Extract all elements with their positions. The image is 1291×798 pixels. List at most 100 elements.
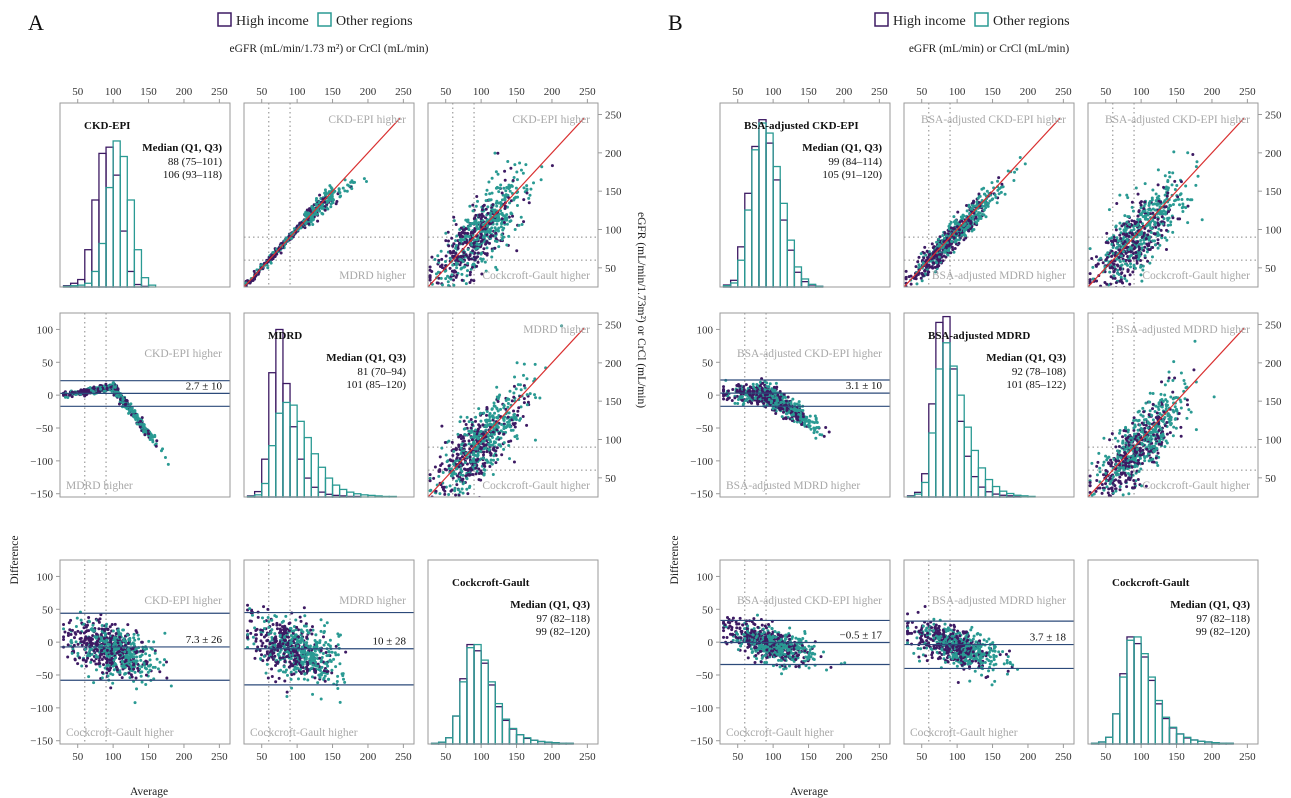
data-point xyxy=(512,395,516,399)
data-point xyxy=(113,640,117,644)
data-point xyxy=(460,230,464,234)
histogram-bar xyxy=(800,280,810,288)
data-point xyxy=(488,422,492,426)
data-point xyxy=(491,414,495,418)
data-point xyxy=(495,199,499,203)
data-point xyxy=(468,447,472,451)
data-point xyxy=(533,377,537,381)
data-point xyxy=(305,628,309,632)
data-point xyxy=(437,258,441,262)
data-point xyxy=(438,295,441,298)
histogram-bar xyxy=(921,481,930,498)
data-point xyxy=(264,633,268,637)
data-point xyxy=(510,399,514,403)
data-point xyxy=(312,667,316,671)
data-point xyxy=(125,407,129,411)
data-point xyxy=(339,194,343,198)
data-point xyxy=(87,388,91,392)
data-point xyxy=(466,220,470,224)
bottom-tick-label: 50 xyxy=(1100,751,1112,763)
data-point xyxy=(288,660,292,664)
data-point xyxy=(111,664,115,668)
data-point xyxy=(502,221,506,225)
data-point xyxy=(499,407,503,411)
bottom-tick-label: 100 xyxy=(289,751,306,763)
data-point xyxy=(288,653,292,657)
data-point xyxy=(460,487,464,491)
data-point xyxy=(127,667,131,671)
data-point xyxy=(100,658,104,662)
data-point xyxy=(323,188,327,192)
data-point xyxy=(112,668,116,672)
data-point xyxy=(315,212,319,216)
data-point xyxy=(299,619,303,623)
data-point xyxy=(452,219,456,223)
data-point xyxy=(266,266,270,270)
data-point xyxy=(337,188,341,192)
legend-swatch-other-regions xyxy=(974,12,989,27)
data-point xyxy=(480,471,484,475)
histogram-bar xyxy=(473,650,482,745)
data-point xyxy=(118,671,122,675)
data-point xyxy=(495,428,499,432)
legend-label-other-regions: Other regions xyxy=(993,14,1070,29)
data-point xyxy=(474,466,478,470)
data-point xyxy=(482,450,486,454)
top-tick-label: 200 xyxy=(176,86,193,98)
data-point xyxy=(305,653,309,657)
right-tick-label: 250 xyxy=(605,320,622,332)
data-point xyxy=(310,658,314,662)
histogram-bar xyxy=(779,219,788,288)
method-label: BSA-adjusted CKD-EPI xyxy=(744,120,859,132)
data-point xyxy=(496,229,500,233)
data-point xyxy=(433,257,437,261)
difference-tick-label: 50 xyxy=(702,357,714,369)
data-point xyxy=(250,613,254,617)
histogram-bar xyxy=(737,246,746,288)
data-point xyxy=(108,625,112,629)
data-point xyxy=(119,632,123,636)
histogram-bar xyxy=(282,382,291,498)
data-point xyxy=(142,423,146,427)
data-point xyxy=(485,246,489,250)
data-point xyxy=(495,385,499,389)
data-point xyxy=(442,298,445,301)
data-point xyxy=(114,656,118,660)
histogram-bar xyxy=(452,715,461,745)
data-point xyxy=(106,642,110,646)
histogram-bar xyxy=(289,426,298,498)
data-point xyxy=(120,676,124,680)
data-point xyxy=(523,386,527,390)
data-point xyxy=(289,670,293,674)
data-point xyxy=(346,183,350,187)
data-point xyxy=(470,423,474,427)
histogram-bar xyxy=(956,394,965,498)
panel-frame xyxy=(243,102,415,288)
data-point xyxy=(470,444,474,448)
data-point xyxy=(475,264,479,268)
histogram-bar xyxy=(317,491,327,498)
data-point xyxy=(460,272,464,276)
legend-label-high-income: High income xyxy=(893,14,966,29)
data-point xyxy=(500,198,504,202)
data-point xyxy=(484,443,488,447)
data-point xyxy=(136,633,140,637)
data-point xyxy=(512,460,516,464)
data-point xyxy=(260,616,264,620)
right-tick-label: 50 xyxy=(1265,473,1277,485)
data-point xyxy=(930,242,934,246)
data-point xyxy=(509,219,513,223)
data-point xyxy=(306,678,310,682)
data-point xyxy=(335,679,339,683)
data-point xyxy=(138,425,142,429)
data-point xyxy=(92,629,96,633)
data-point xyxy=(454,497,457,500)
data-point xyxy=(519,215,523,219)
data-point xyxy=(270,628,274,632)
data-point xyxy=(453,504,456,507)
data-point xyxy=(118,635,122,639)
data-point xyxy=(90,652,94,656)
data-point xyxy=(308,208,312,212)
region-label-top: CKD-EPI higher xyxy=(144,595,222,607)
histogram-bar xyxy=(765,142,774,288)
